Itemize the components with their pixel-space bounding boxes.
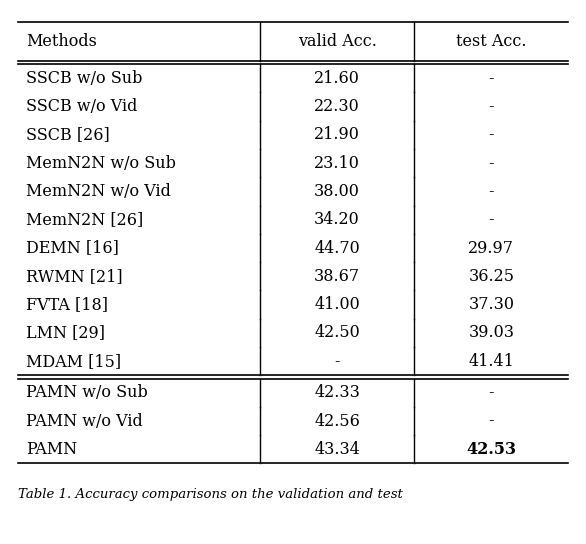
Text: -: - xyxy=(489,126,494,144)
Text: FVTA [18]: FVTA [18] xyxy=(26,296,108,313)
Text: Table 1. Accuracy comparisons on the validation and test: Table 1. Accuracy comparisons on the val… xyxy=(18,488,403,501)
Text: 42.33: 42.33 xyxy=(314,384,360,401)
Text: -: - xyxy=(489,154,494,172)
Text: -: - xyxy=(489,98,494,115)
Text: SSCB [26]: SSCB [26] xyxy=(26,126,110,144)
Text: 42.53: 42.53 xyxy=(466,441,516,458)
Text: -: - xyxy=(489,70,494,87)
Text: 43.34: 43.34 xyxy=(314,441,360,458)
Text: SSCB w/o Vid: SSCB w/o Vid xyxy=(26,98,138,115)
Text: 23.10: 23.10 xyxy=(314,154,360,172)
Text: 22.30: 22.30 xyxy=(314,98,360,115)
Text: -: - xyxy=(335,353,340,370)
Text: -: - xyxy=(489,183,494,200)
Text: -: - xyxy=(489,412,494,430)
Text: PAMN w/o Sub: PAMN w/o Sub xyxy=(26,384,148,401)
Text: 38.00: 38.00 xyxy=(314,183,360,200)
Text: 34.20: 34.20 xyxy=(314,211,360,228)
Text: MemN2N w/o Vid: MemN2N w/o Vid xyxy=(26,183,171,200)
Text: 42.56: 42.56 xyxy=(314,412,360,430)
Text: -: - xyxy=(489,211,494,228)
Text: MemN2N w/o Sub: MemN2N w/o Sub xyxy=(26,154,176,172)
Text: MDAM [15]: MDAM [15] xyxy=(26,353,121,370)
Text: 21.60: 21.60 xyxy=(314,70,360,87)
Text: 37.30: 37.30 xyxy=(468,296,515,313)
Text: 21.90: 21.90 xyxy=(314,126,360,144)
Text: LMN [29]: LMN [29] xyxy=(26,324,105,342)
Text: 29.97: 29.97 xyxy=(468,239,515,257)
Text: 38.67: 38.67 xyxy=(314,268,360,285)
Text: 36.25: 36.25 xyxy=(468,268,515,285)
Text: PAMN w/o Vid: PAMN w/o Vid xyxy=(26,412,143,430)
Text: DEMN [16]: DEMN [16] xyxy=(26,239,119,257)
Text: 42.50: 42.50 xyxy=(314,324,360,342)
Text: Methods: Methods xyxy=(26,33,97,50)
Text: SSCB w/o Sub: SSCB w/o Sub xyxy=(26,70,143,87)
Text: MemN2N [26]: MemN2N [26] xyxy=(26,211,144,228)
Text: 41.00: 41.00 xyxy=(314,296,360,313)
Text: 39.03: 39.03 xyxy=(468,324,515,342)
Text: -: - xyxy=(489,384,494,401)
Text: RWMN [21]: RWMN [21] xyxy=(26,268,123,285)
Text: test Acc.: test Acc. xyxy=(456,33,527,50)
Text: 44.70: 44.70 xyxy=(314,239,360,257)
Text: 41.41: 41.41 xyxy=(468,353,515,370)
Text: valid Acc.: valid Acc. xyxy=(298,33,376,50)
Text: PAMN: PAMN xyxy=(26,441,77,458)
